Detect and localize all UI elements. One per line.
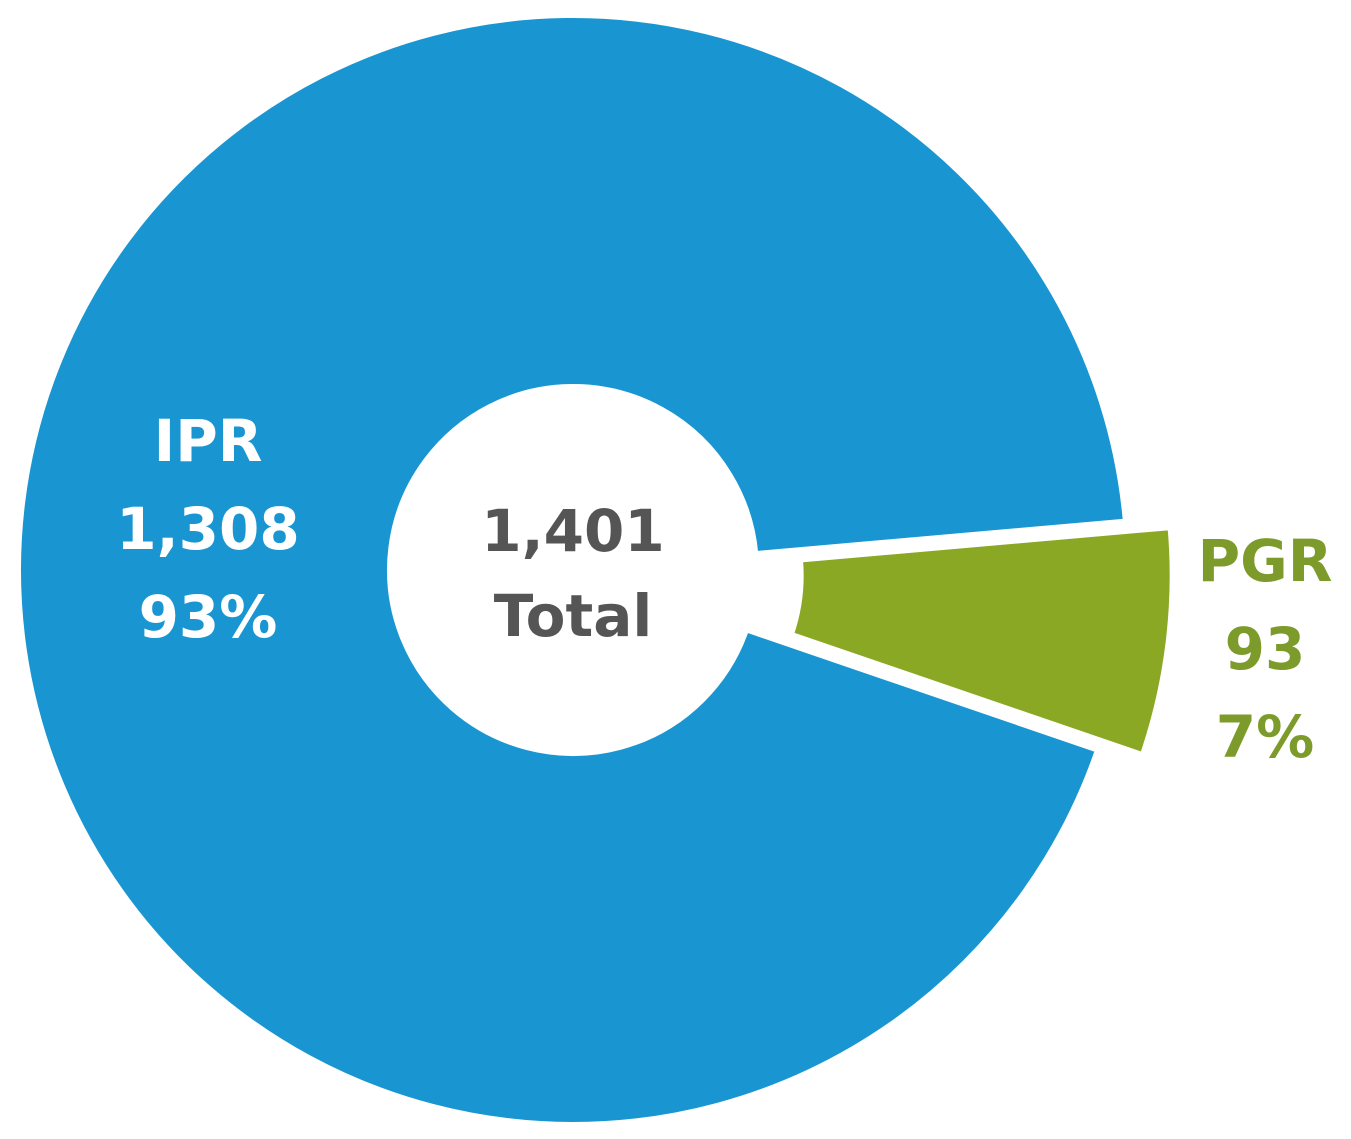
wedge bbox=[786, 523, 1176, 760]
value-label: 93 bbox=[1225, 615, 1306, 683]
total-value: 1,401 bbox=[481, 497, 664, 565]
total-caption: Total bbox=[494, 582, 652, 650]
value-label: 1,308 bbox=[116, 495, 299, 563]
slice-label: PGR bbox=[1198, 527, 1333, 595]
percent-label: 7% bbox=[1216, 703, 1314, 771]
percent-label: 93% bbox=[139, 583, 278, 651]
donut-hole bbox=[390, 387, 756, 753]
slice-label: IPR bbox=[154, 407, 263, 475]
